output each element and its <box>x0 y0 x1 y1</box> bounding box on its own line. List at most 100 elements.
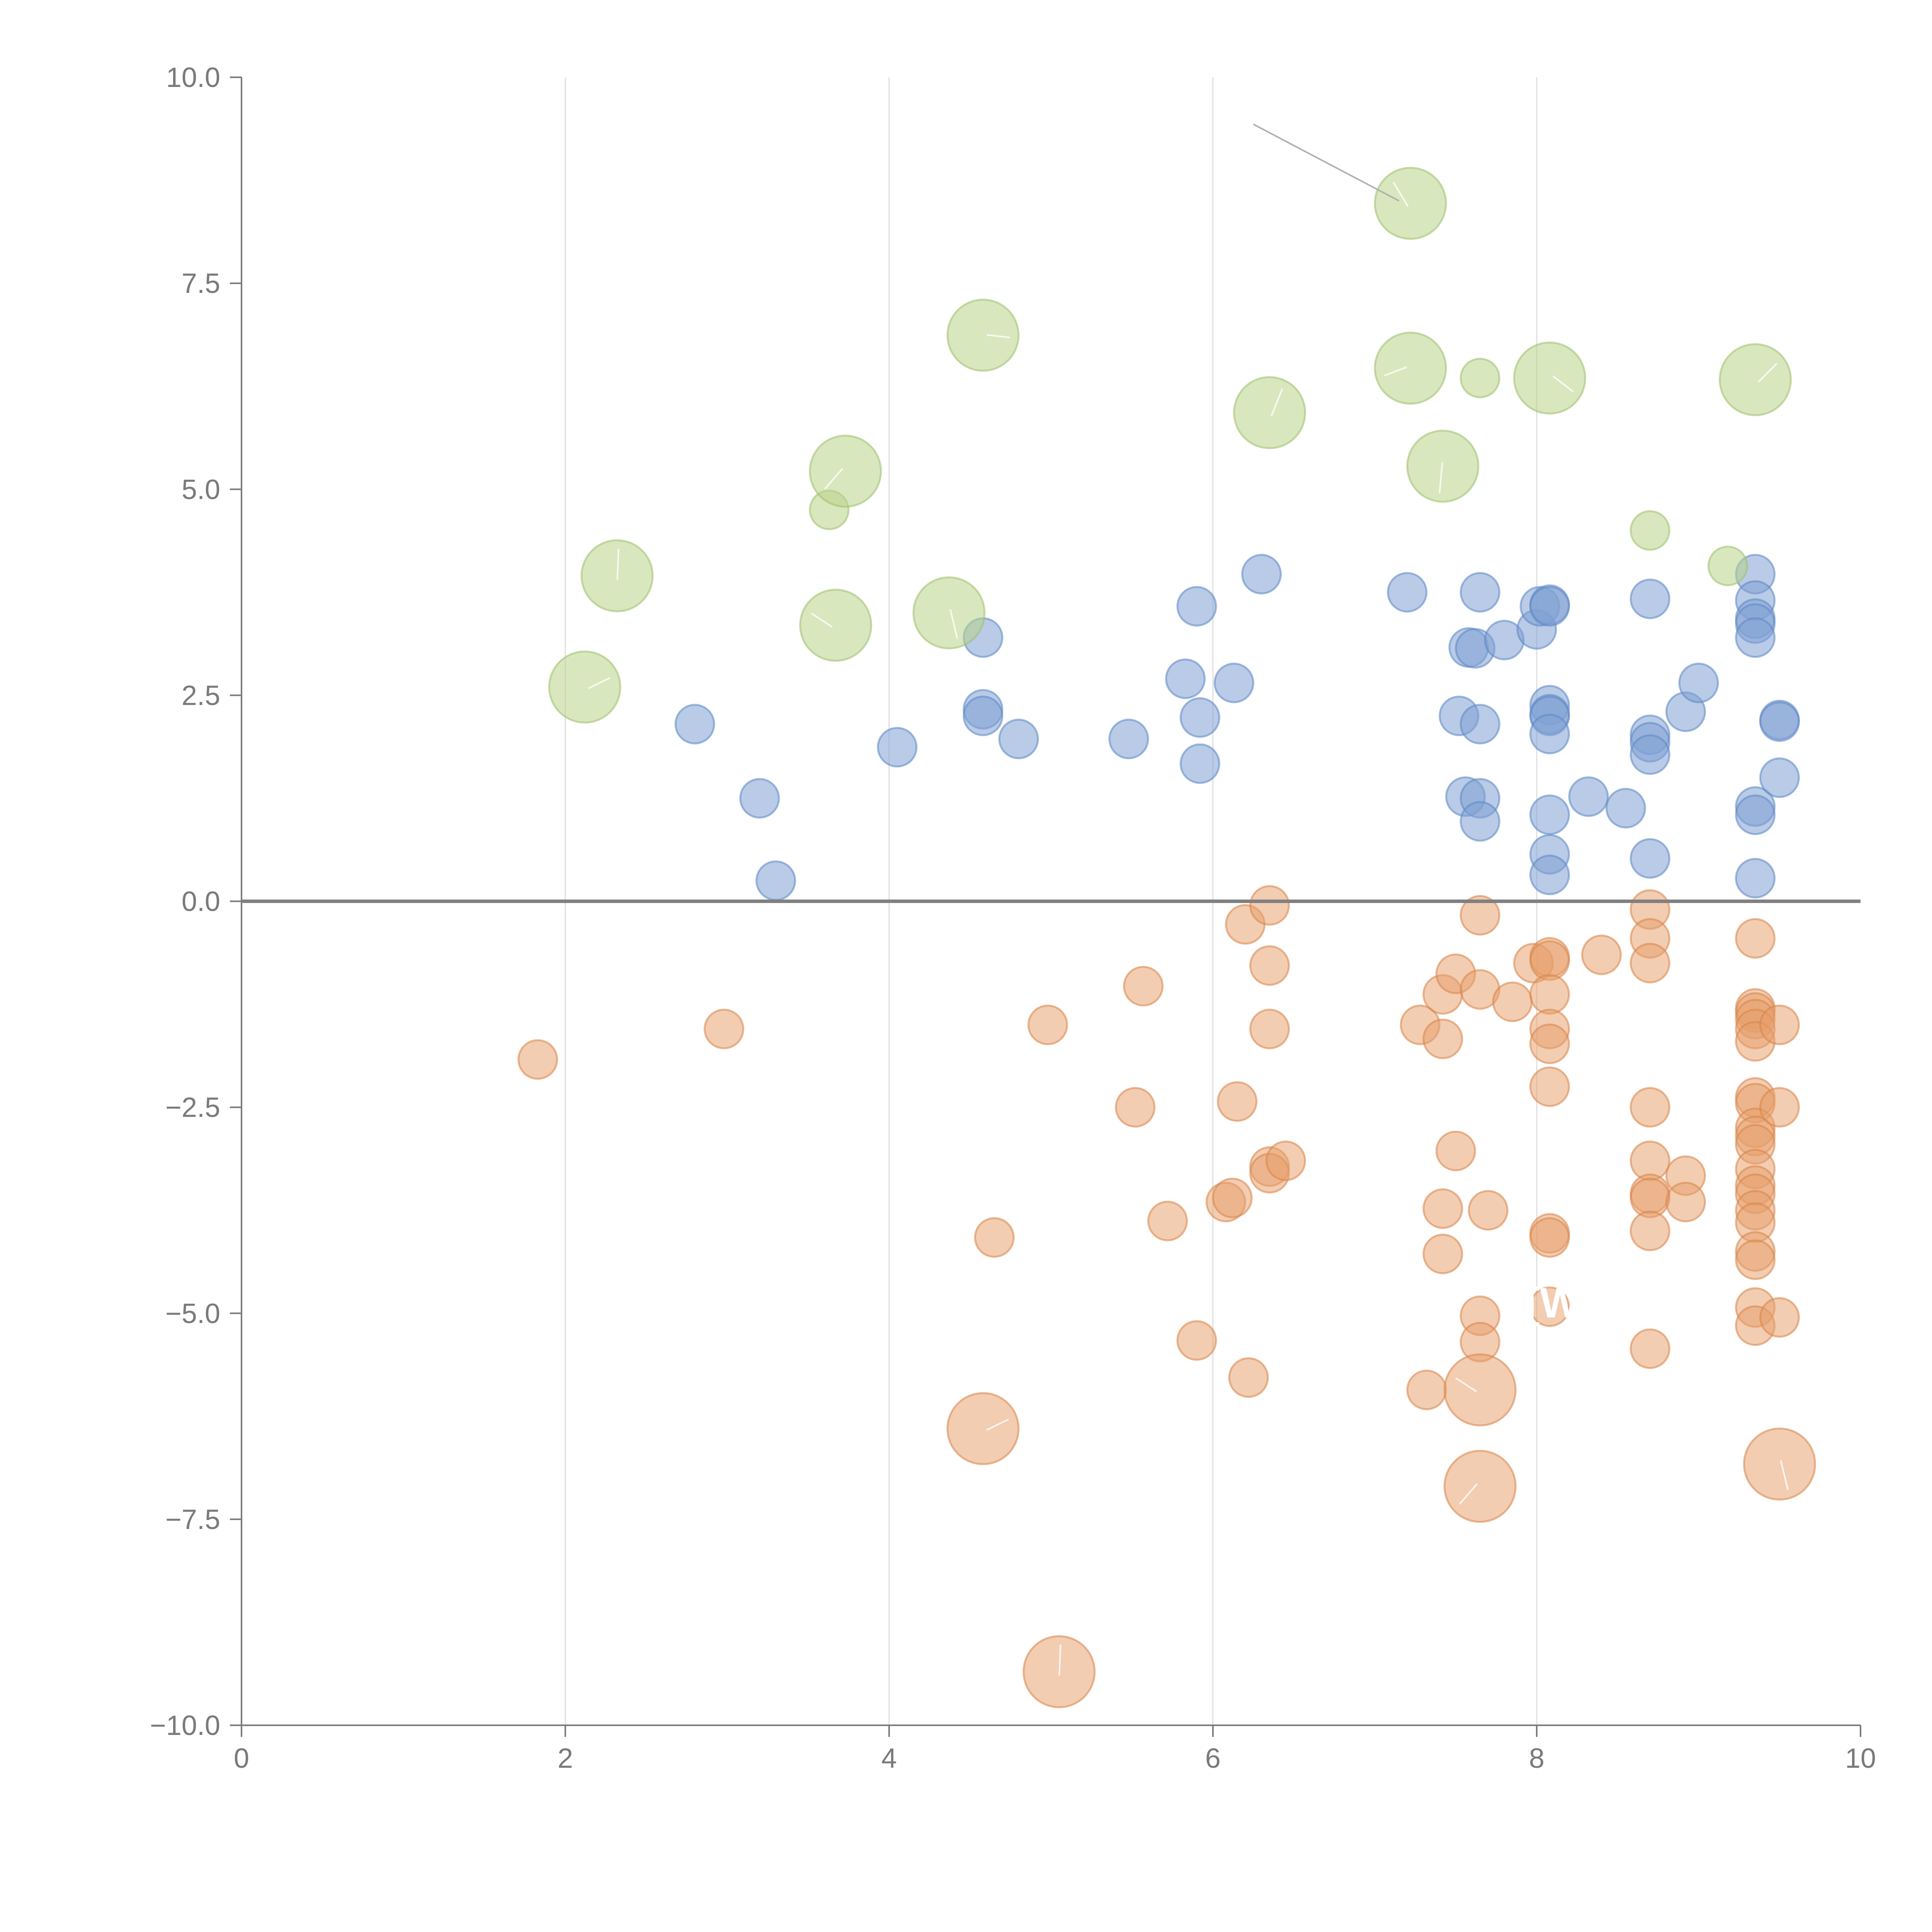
y-tick-label: 7.5 <box>182 268 220 299</box>
data-point-positive <box>1605 788 1646 829</box>
data-point-negative <box>1147 1201 1188 1242</box>
data-point-negative <box>517 1039 558 1080</box>
data-point-positive <box>1759 701 1800 742</box>
data-point-positive <box>1678 662 1719 703</box>
data-point-positive <box>1629 578 1670 619</box>
data-point-negative <box>1027 1004 1068 1045</box>
data-point-negative <box>1123 966 1164 1007</box>
data-point-negative <box>1529 1286 1570 1327</box>
data-point-positive <box>1108 718 1149 759</box>
y-tick-label: −5.0 <box>165 1298 220 1329</box>
bubble-leader-stub <box>824 468 843 490</box>
axes <box>241 77 1861 1726</box>
data-point-positive <box>1759 757 1800 798</box>
bubble-leader-stub <box>811 612 833 628</box>
data-point-positive <box>998 718 1039 759</box>
data-point-positive <box>1529 586 1570 627</box>
data-point-large-positive <box>946 298 1020 372</box>
data-point-positive <box>1213 662 1254 703</box>
annotation-leaders <box>588 123 1789 1676</box>
data-point-large-negative <box>946 1392 1020 1465</box>
x-tick-label: 4 <box>881 1743 897 1774</box>
bubble-leader-stub <box>1780 1460 1789 1490</box>
data-point-positive <box>1629 838 1670 879</box>
data-point-positive <box>1179 743 1220 784</box>
y-tick-label: 0.0 <box>182 886 220 917</box>
x-tick-label: 8 <box>1529 1743 1544 1774</box>
data-point-positive <box>1735 794 1776 835</box>
data-point-positive <box>755 860 796 901</box>
y-axis-ticks: 10.0 7.5 5.0 2.5 0.0 −2.5 −5.0 −7.5 −10.0 <box>150 62 242 1741</box>
bubble-leader-stub <box>1455 1377 1477 1393</box>
data-point-positive <box>1529 854 1570 895</box>
x-tick-label: 6 <box>1205 1743 1221 1774</box>
bubble-leader-stub <box>1384 366 1407 376</box>
data-point-negative <box>1759 1297 1800 1338</box>
data-point-large-negative <box>1743 1427 1816 1501</box>
data-point-negative <box>1422 1188 1463 1229</box>
data-point-large-negative <box>1443 1450 1517 1523</box>
bubble-leader-stub <box>1270 388 1283 417</box>
annotation-leader-line <box>1253 123 1400 202</box>
data-point-negative <box>1529 1217 1570 1258</box>
data-point-large-positive <box>799 588 872 662</box>
data-point-negative <box>1529 1023 1570 1064</box>
data-point-negative <box>1759 1087 1800 1128</box>
y-tick-label: 10.0 <box>166 62 220 93</box>
data-point-positive <box>877 727 918 768</box>
bubble-leader-stub <box>949 609 958 639</box>
data-point-positive <box>1179 697 1220 738</box>
data-point-negative <box>1422 1019 1463 1060</box>
data-point-negative <box>1735 918 1776 959</box>
bubble-leader-stub <box>1758 363 1777 383</box>
data-point-positive <box>1387 572 1428 613</box>
data-point-negative <box>1435 1131 1476 1172</box>
data-point-positive <box>1629 734 1670 775</box>
data-point-negative <box>1629 942 1670 983</box>
bubble-leader-stub <box>1439 462 1443 493</box>
scatter-points <box>517 167 1816 1708</box>
data-point-positive <box>1459 801 1500 842</box>
x-tick-label: 0 <box>234 1743 249 1774</box>
x-axis-ticks: 0 2 4 6 8 10 <box>234 1725 1876 1774</box>
data-point-large-positive <box>548 650 621 724</box>
data-point-large-positive <box>1719 343 1792 417</box>
data-point-negative <box>1459 895 1500 936</box>
data-point-negative <box>1759 1004 1800 1045</box>
y-tick-label: −2.5 <box>165 1092 220 1123</box>
data-point-negative <box>1115 1087 1156 1128</box>
data-point-negative <box>1176 1320 1217 1361</box>
data-point-large-positive <box>912 576 986 650</box>
bubble-leader-stub <box>986 1418 1009 1431</box>
data-point-negative <box>704 1009 745 1049</box>
data-point-negative <box>1228 1357 1269 1398</box>
data-point-positive <box>1735 617 1776 658</box>
data-point-negative <box>1217 1081 1258 1122</box>
data-point-large-positive <box>1374 167 1447 240</box>
data-point-positive <box>1241 554 1282 595</box>
bubble-leader-stub <box>588 677 611 689</box>
data-point-positive <box>674 704 715 745</box>
data-point-negative <box>1468 1190 1509 1231</box>
bubble-leader-stub <box>1459 1483 1478 1505</box>
data-point-negative <box>1249 885 1290 926</box>
bubble-leader-stub <box>1058 1645 1061 1676</box>
data-point-negative <box>1529 974 1570 1015</box>
data-point-large-positive <box>1406 430 1480 503</box>
data-point-positive <box>1176 586 1217 627</box>
y-tick-label: −10.0 <box>150 1710 220 1741</box>
data-point-negative <box>1581 934 1622 975</box>
data-point-negative <box>1529 1066 1570 1107</box>
data-point-large-positive <box>1513 341 1587 415</box>
data-point-positive-small-green <box>1707 546 1748 587</box>
data-point-positive <box>1459 704 1500 745</box>
data-point-negative <box>1492 981 1533 1022</box>
data-point-positive <box>963 696 1003 736</box>
bubble-leader-stub <box>986 334 1010 338</box>
data-point-negative <box>1629 1087 1670 1128</box>
data-point-positive-small-green <box>1459 357 1500 398</box>
data-point-negative <box>1249 1009 1290 1049</box>
data-point-positive <box>1459 572 1500 613</box>
data-point-negative <box>1249 945 1290 986</box>
